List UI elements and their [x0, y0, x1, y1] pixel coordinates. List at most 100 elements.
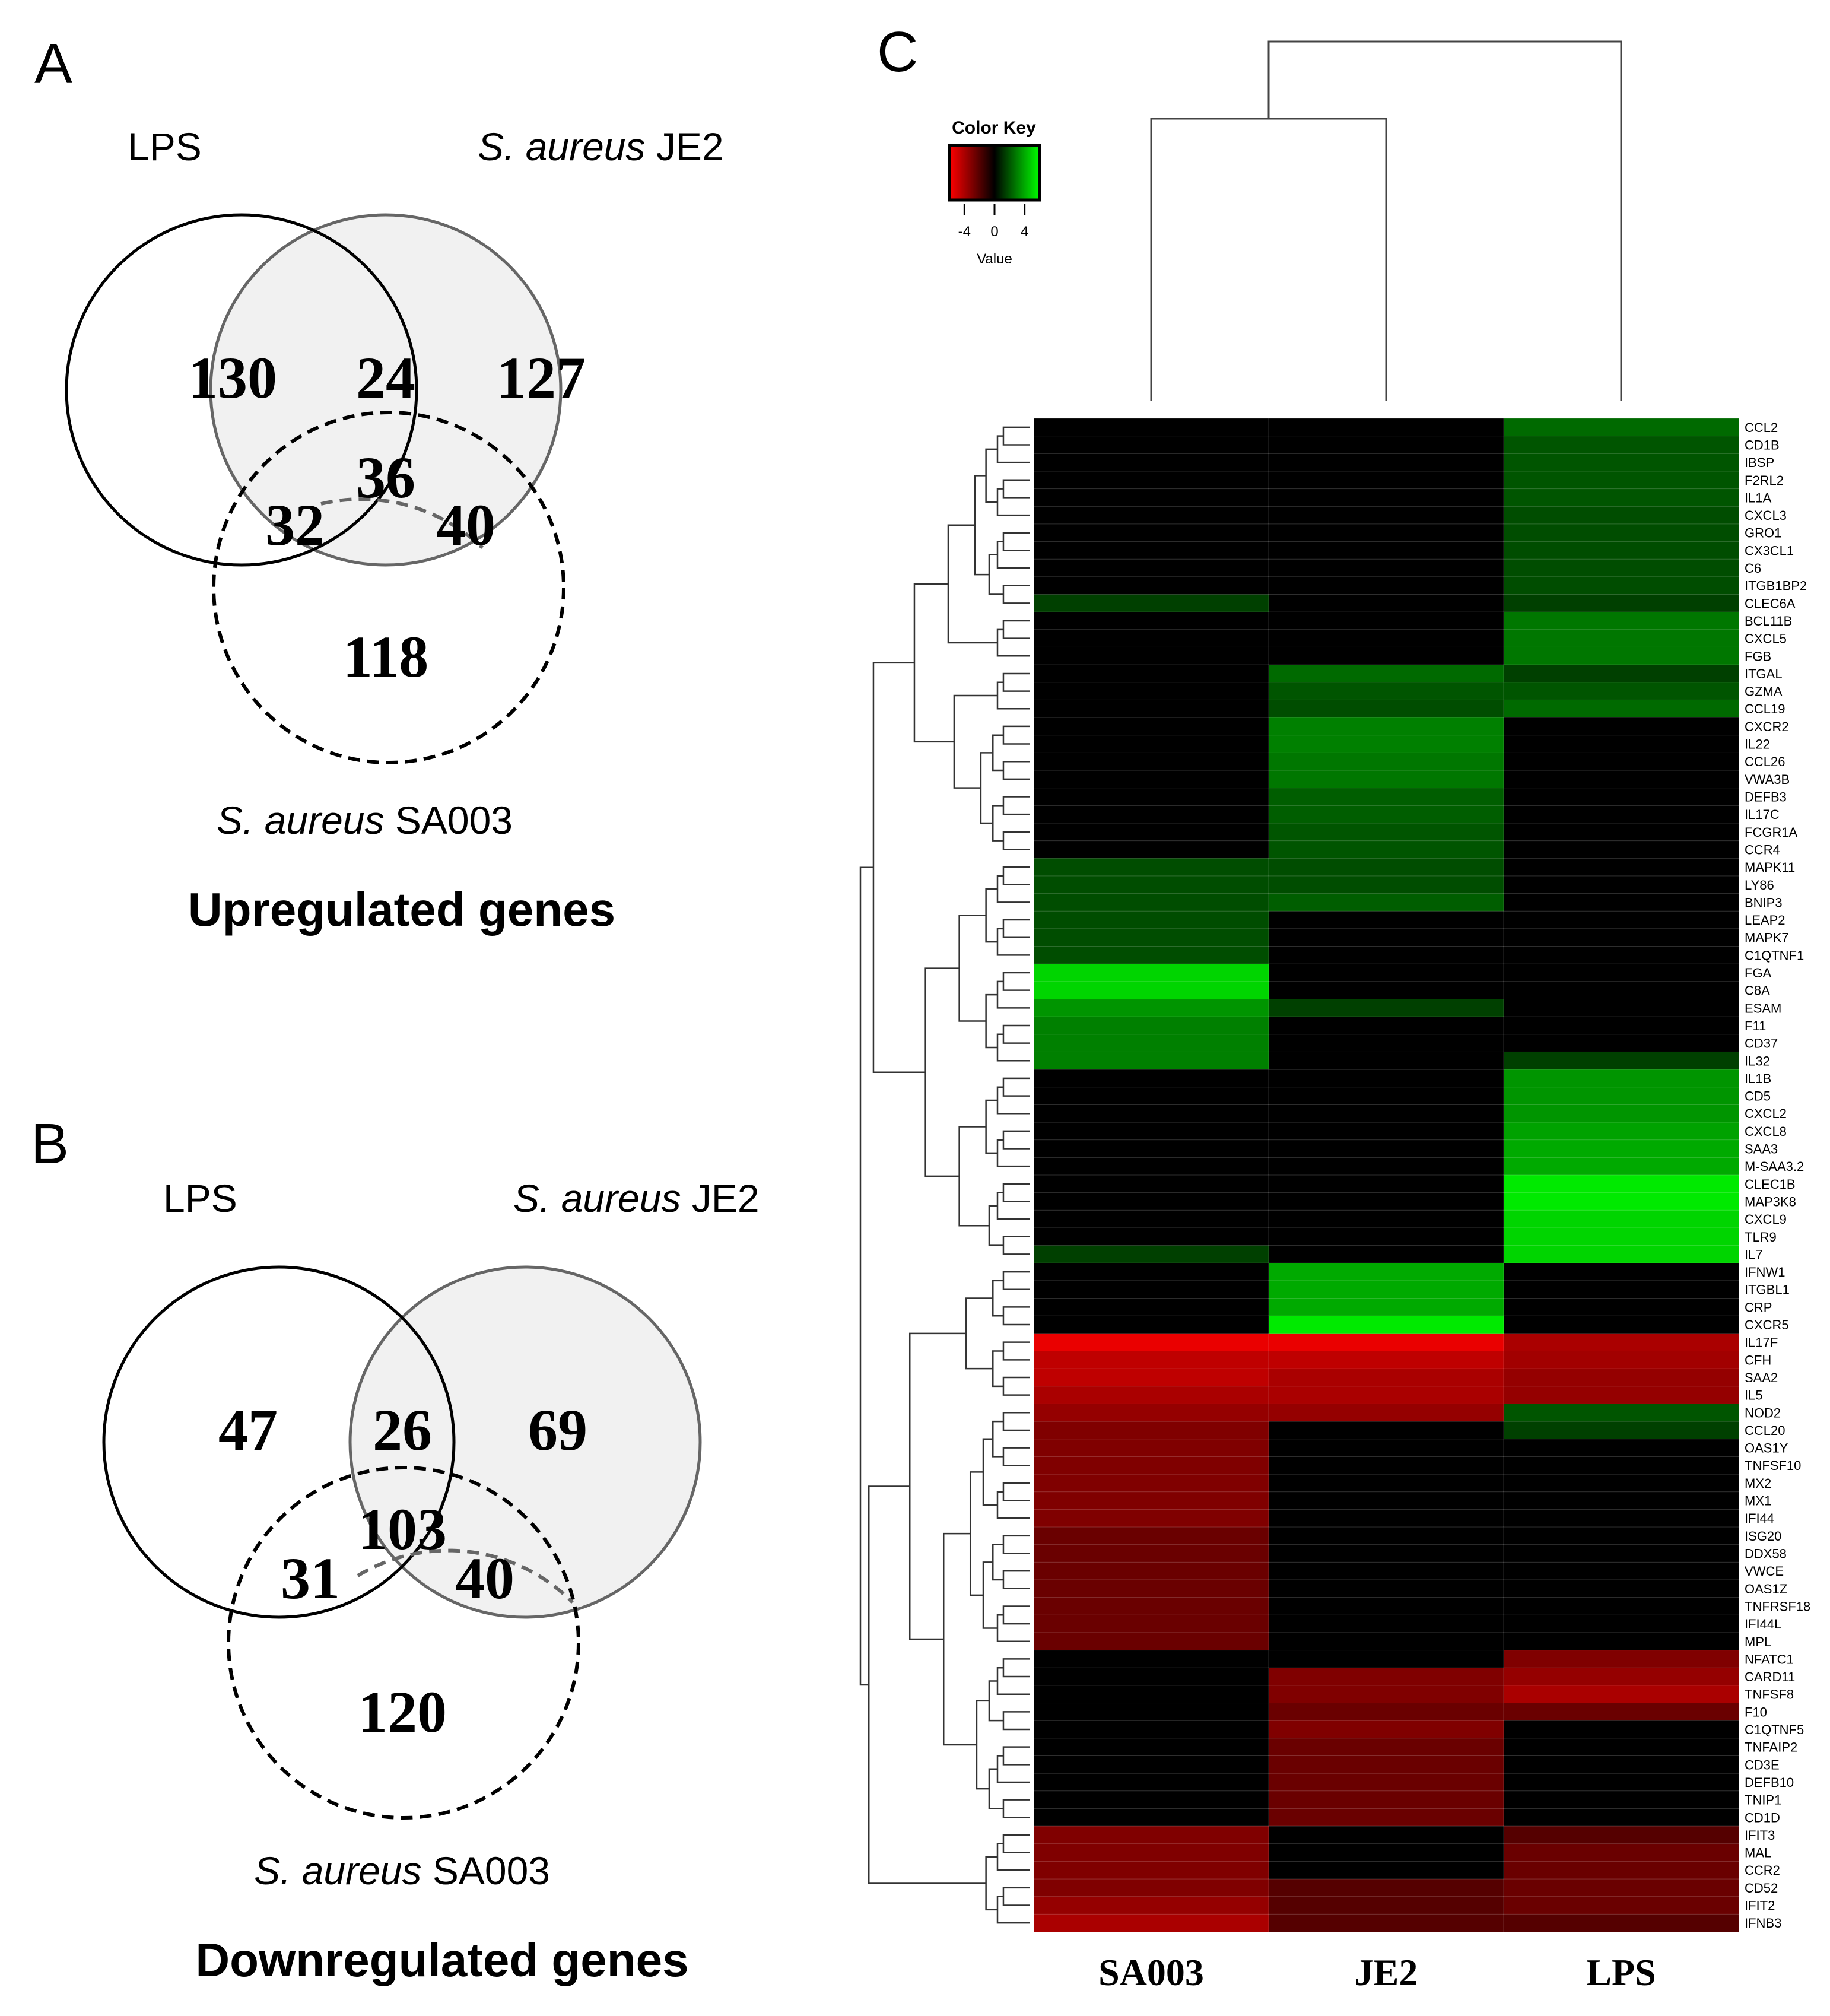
column-label-lps: LPS: [1586, 1951, 1656, 1993]
heatmap-cell-tlr9-sa003: [1033, 1227, 1269, 1246]
heatmap-cell-ibsp-je2: [1268, 453, 1504, 472]
heatmap-cell-cxcr2-lps: [1503, 717, 1739, 736]
heatmap-cell-bnip3-je2: [1268, 893, 1504, 912]
heatmap-cell-defb10-je2: [1268, 1773, 1504, 1792]
heatmap-cell-bcl11b-sa003: [1033, 611, 1269, 630]
heatmap-cell-nod2-je2: [1268, 1403, 1504, 1423]
row-dendrogram-branch: [996, 1666, 1030, 1695]
row-dendrogram-branch: [1002, 725, 1030, 745]
venn-a-sa003-arc-inside-je2: [320, 497, 484, 550]
heatmap-cell-bnip3-lps: [1503, 893, 1739, 912]
row-dendrogram-branch: [1002, 972, 1030, 991]
heatmap-cell-cd5-lps: [1503, 1087, 1739, 1106]
heatmap-cell-cxcl3-sa003: [1033, 506, 1269, 525]
heatmap-cell-ifit2-lps: [1503, 1896, 1739, 1915]
heatmap-cell-c8a-lps: [1503, 981, 1739, 1000]
column-dendrogram-branch: [1150, 118, 1387, 401]
row-dendrogram-branch: [996, 875, 1030, 903]
heatmap-cell-ccl26-je2: [1268, 752, 1504, 772]
row-dendrogram-branch: [969, 1471, 983, 1596]
heatmap-cell-c1qtnf5-lps: [1503, 1720, 1739, 1739]
heatmap-cell-tnfrsf18-sa003: [1033, 1597, 1269, 1616]
venn-b-label-sa003-strain: SA003: [422, 1849, 551, 1893]
heatmap-cell-defb10-sa003: [1033, 1773, 1269, 1792]
heatmap-cells: [1033, 418, 1739, 1933]
heatmap-cell-cfh-sa003: [1033, 1351, 1269, 1370]
panel-c-letter: C: [877, 20, 918, 84]
heatmap-cell-mapk7-sa003: [1033, 928, 1269, 947]
heatmap-cell-oas1y-lps: [1503, 1439, 1739, 1458]
heatmap-cell-ccl19-je2: [1268, 699, 1504, 719]
row-dendrogram-branch: [992, 805, 1003, 842]
heatmap-cell-ccr4-je2: [1268, 840, 1504, 859]
row-label-defb3: DEFB3: [1745, 790, 1787, 805]
row-label-tlr9: TLR9: [1745, 1230, 1777, 1244]
heatmap-cell-c1qtnf1-sa003: [1033, 946, 1269, 965]
heatmap-cell-mx1-je2: [1268, 1491, 1504, 1510]
row-label-ddx58: DDX58: [1745, 1547, 1787, 1561]
row-dendrogram-branch: [1002, 1887, 1030, 1906]
row-dendrogram-branch: [996, 681, 1030, 710]
venn-a-count-lps-sa003: 32: [265, 492, 325, 558]
row-dendrogram-branch: [953, 694, 997, 789]
heatmap-cell-ddx58-je2: [1268, 1544, 1504, 1563]
heatmap-cell-il32-lps: [1503, 1051, 1739, 1071]
row-dendrogram-branch: [980, 752, 993, 824]
panel-c: C Color Key -4 0 4 Value CCL2 CD1B IBSP F2RL2…: [859, 20, 1810, 1993]
heatmap-cell-mx2-sa003: [1033, 1474, 1269, 1493]
heatmap-cell-nod2-lps: [1503, 1403, 1739, 1423]
venn-b-label-lps: LPS: [163, 1176, 237, 1220]
heatmap-cell-defb3-lps: [1503, 788, 1739, 807]
heatmap-cell-gro1-je2: [1268, 523, 1504, 542]
row-dendrogram-branch: [985, 993, 997, 1049]
heatmap-cell-map3k8-je2: [1268, 1192, 1504, 1211]
venn-b-label-sa003-species: S. aureus: [254, 1849, 422, 1893]
heatmap-cell-gro1-sa003: [1033, 523, 1269, 542]
heatmap-cell-oas1y-sa003: [1033, 1439, 1269, 1458]
heatmap-cell-cxcl3-je2: [1268, 506, 1504, 525]
row-label-gro1: GRO1: [1745, 526, 1781, 541]
heatmap-cell-tnfaip2-lps: [1503, 1738, 1739, 1757]
row-dendrogram-branch: [996, 1491, 1030, 1519]
row-dendrogram-branch: [996, 488, 1030, 516]
row-label-vwce: VWCE: [1745, 1564, 1784, 1579]
heatmap-cell-il1b-sa003: [1033, 1069, 1269, 1088]
row-dendrogram-branch: [1002, 1024, 1030, 1044]
row-label-bnip3: BNIP3: [1745, 895, 1783, 910]
heatmap-cell-cxcl2-lps: [1503, 1104, 1739, 1123]
color-key-gradient: [948, 144, 1041, 202]
heatmap-cell-leap2-je2: [1268, 910, 1504, 929]
heatmap-cell-bcl11b-je2: [1268, 611, 1504, 630]
heatmap-cell-ly86-lps: [1503, 875, 1739, 894]
heatmap-cell-ifnb3-sa003: [1033, 1913, 1269, 1933]
venn-a-label-je2-species: S. aureus: [478, 125, 646, 169]
heatmap-cell-cxcr5-je2: [1268, 1315, 1504, 1334]
heatmap-cell-il32-je2: [1268, 1051, 1504, 1071]
heatmap-cell-itgbl1-lps: [1503, 1280, 1739, 1299]
heatmap-cell-mpl-je2: [1268, 1632, 1504, 1651]
heatmap-cell-nod2-sa003: [1033, 1403, 1269, 1423]
venn-a-label-lps: LPS: [128, 125, 202, 169]
heatmap-cell-f11-sa003: [1033, 1016, 1269, 1035]
venn-b-count-all-three: 103: [358, 1496, 447, 1562]
heatmap-cell-leap2-lps: [1503, 910, 1739, 929]
heatmap-cell-tnip1-lps: [1503, 1790, 1739, 1809]
heatmap-cell-nfatc1-sa003: [1033, 1650, 1269, 1669]
venn-a-caption: Upregulated genes: [188, 883, 615, 936]
row-label-saa2: SAA2: [1745, 1370, 1778, 1385]
row-dendrogram-branch: [1002, 585, 1030, 604]
row-label-c1qtnf1: C1QTNF1: [1745, 948, 1804, 963]
heatmap-cell-cx3cl1-je2: [1268, 541, 1504, 560]
row-label-nod2: NOD2: [1745, 1405, 1781, 1420]
row-dendrogram-branch: [1002, 1271, 1030, 1290]
heatmap-cell-ccl2-sa003: [1033, 418, 1269, 437]
row-dendrogram-branch: [1002, 1412, 1030, 1431]
venn-a-count-sa003-only: 118: [343, 624, 428, 690]
heatmap-cell-il17c-sa003: [1033, 805, 1269, 824]
heatmap-cell-tnfaip2-je2: [1268, 1738, 1504, 1757]
row-dendrogram-branch: [992, 734, 1003, 772]
heatmap-cell-saa2-je2: [1268, 1368, 1504, 1387]
heatmap-cell-il17f-je2: [1268, 1333, 1504, 1352]
heatmap-cell-c8a-sa003: [1033, 981, 1269, 1000]
heatmap-cell-clec1b-je2: [1268, 1174, 1504, 1193]
